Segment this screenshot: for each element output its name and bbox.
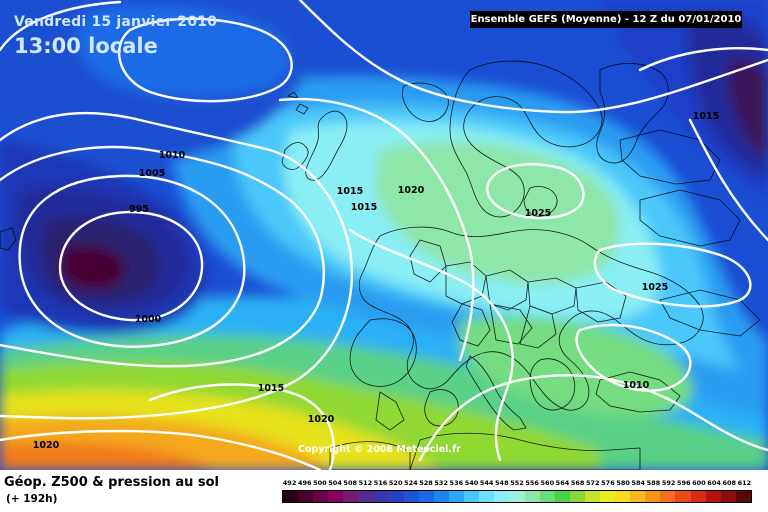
legend-tick-row: 492 496 500 504 508 512 516 520 524 528 532 536 540 5… <box>282 479 752 489</box>
isobar-label: 1015 <box>693 111 719 122</box>
legend-swatch <box>735 491 751 502</box>
isobar-label: 1020 <box>33 440 60 451</box>
model-run-label: Ensemble GEFS (Moyenne) - 12 Z du 07/01/… <box>470 11 742 28</box>
legend-color-scale <box>282 490 752 503</box>
isobar-label: 1020 <box>308 414 335 425</box>
legend-swatch <box>509 491 525 502</box>
legend-tick-label: 560 <box>540 479 555 487</box>
legend-bar: Géop. Z500 & pression au sol (+ 192h) 49… <box>0 470 768 512</box>
legend-tick-label: 552 <box>510 479 524 487</box>
valid-time-label: 13:00 locale <box>14 34 158 58</box>
legend-tick-label: 516 <box>373 479 388 487</box>
valid-date-label: Vendredi 15 janvier 2010 <box>14 14 218 30</box>
legend-swatch <box>449 491 465 502</box>
legend-tick-label: 592 <box>661 479 676 487</box>
legend-tick-label: 600 <box>692 479 706 487</box>
legend-tick-label: 520 <box>388 479 403 487</box>
legend-swatch <box>494 491 510 502</box>
legend-swatch <box>720 491 736 502</box>
legend-swatch <box>675 491 691 502</box>
legend-tick-label: 532 <box>434 479 448 487</box>
legend-swatch <box>539 491 555 502</box>
legend-tick-label: 576 <box>601 479 615 487</box>
legend-swatch <box>464 491 480 502</box>
legend-tick-label: 580 <box>616 479 630 487</box>
isobars <box>0 0 768 470</box>
legend-swatch <box>660 491 676 502</box>
legend-swatch <box>283 491 299 502</box>
isobar-label: 1010 <box>159 150 186 161</box>
legend-tick-label: 496 <box>297 479 312 487</box>
legend-swatch <box>615 491 631 502</box>
legend-tick-label: 612 <box>737 479 752 487</box>
legend-tick-label: 508 <box>343 479 358 487</box>
legend-swatch <box>705 491 721 502</box>
legend-tick-label: 548 <box>495 479 509 487</box>
legend-swatch <box>313 491 329 502</box>
isobar-labels: 1010 1005 995 1000 1015 1015 1020 1025 1… <box>33 111 719 451</box>
legend-swatch <box>690 491 706 502</box>
legend-tick-label: 588 <box>646 479 661 487</box>
legend-swatch <box>418 491 434 502</box>
isobar-label: 995 <box>129 204 149 215</box>
legend-tick-label: 596 <box>676 479 691 487</box>
country-borders <box>0 60 761 470</box>
isobar-label: 1010 <box>623 380 650 391</box>
legend-swatch <box>298 491 314 502</box>
forecast-hour-label: (+ 192h) <box>6 493 58 505</box>
legend-swatch <box>554 491 570 502</box>
legend-swatch <box>524 491 540 502</box>
isobar-label: 1020 <box>398 185 425 196</box>
legend-swatch <box>433 491 450 502</box>
legend-swatch <box>630 491 646 502</box>
legend-tick-label: 604 <box>707 479 721 487</box>
legend-swatch <box>358 491 374 502</box>
field-title: Géop. Z500 & pression au sol <box>4 475 219 490</box>
legend-tick-label: 540 <box>464 479 479 487</box>
legend-tick-label: 568 <box>570 479 585 487</box>
isobar-label: 1005 <box>139 168 165 179</box>
isobar-label: 1000 <box>135 314 162 325</box>
legend-swatch <box>645 491 661 502</box>
legend-tick-label: 504 <box>328 479 342 487</box>
legend-tick-label: 500 <box>313 479 327 487</box>
legend-swatch <box>388 491 404 502</box>
legend-tick-label: 512 <box>358 479 373 487</box>
legend-tick-label: 536 <box>449 479 464 487</box>
legend-tick-label: 556 <box>525 479 539 487</box>
legend-swatch <box>599 491 616 502</box>
legend-swatch <box>373 491 389 502</box>
legend-tick-label: 608 <box>722 479 737 487</box>
isobar-label: 1015 <box>351 202 377 213</box>
legend-swatch <box>479 491 495 502</box>
legend-tick-label: 492 <box>282 479 297 487</box>
legend-tick-label: 524 <box>404 479 418 487</box>
legend-tick-label: 572 <box>586 479 600 487</box>
isobar-label: 1025 <box>525 208 551 219</box>
isobar-label: 1015 <box>258 383 284 394</box>
legend-swatch <box>584 491 600 502</box>
legend-tick-label: 544 <box>479 479 494 487</box>
legend-tick-label: 528 <box>419 479 433 487</box>
isobar-label: 1025 <box>642 282 668 293</box>
legend-swatch <box>328 491 344 502</box>
forecast-map: 1010 1005 995 1000 1015 1015 1020 1025 1… <box>0 0 768 470</box>
legend-tick-label: 564 <box>555 479 570 487</box>
copyright-label: Copyright © 2008 Meteociel.fr <box>298 444 461 455</box>
legend-swatch <box>343 491 359 502</box>
legend-swatch <box>569 491 585 502</box>
legend-tick-label: 584 <box>631 479 646 487</box>
isobar-label: 1015 <box>337 186 363 197</box>
legend-swatch <box>403 491 419 502</box>
